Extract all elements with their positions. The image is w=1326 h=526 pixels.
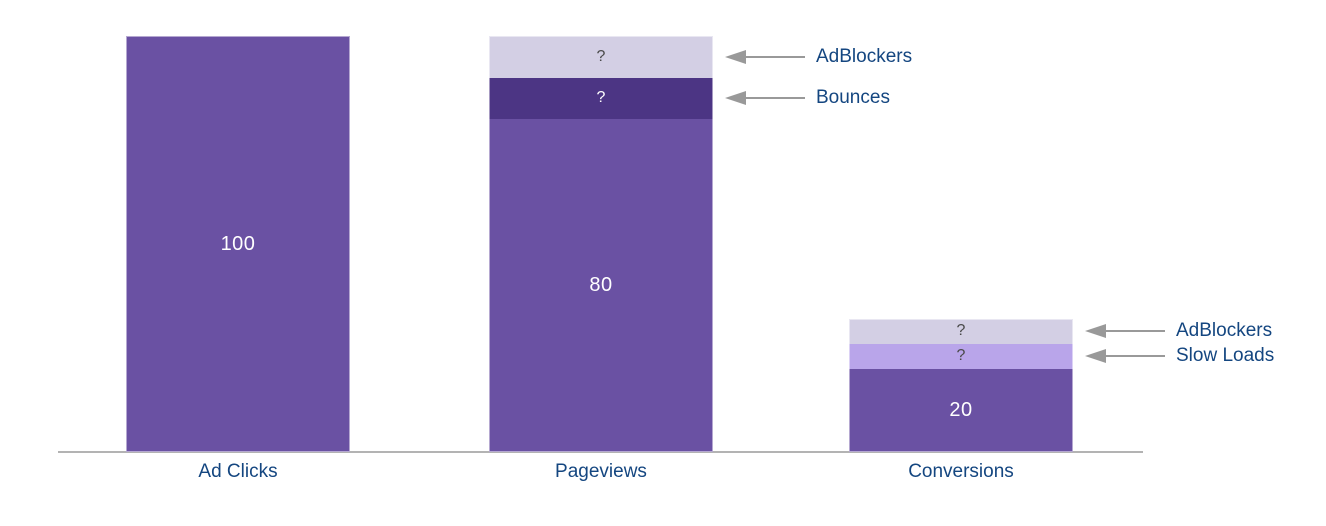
arrow-shaft [1106,355,1165,358]
category-label-conversions: Conversions [908,461,1014,482]
segment-pageviews-adblockers: ? [489,36,713,78]
annotation-bounces: Bounces [725,86,890,110]
arrow-shaft [746,55,805,58]
left-arrow-icon [1085,324,1106,339]
annotation-slow-loads: Slow Loads [1085,344,1274,368]
annotation-label: Slow Loads [1176,345,1275,367]
segment-value-label: 100 [220,232,256,255]
annotation-adblockers: AdBlockers [1085,319,1272,343]
segment-unknown-label: ? [956,322,966,340]
segment-unknown-label: ? [596,47,606,65]
left-arrow-icon [1085,349,1106,364]
left-arrow-icon [725,49,746,64]
category-label-ad-clicks: Ad Clicks [198,461,278,482]
bar-pageviews: ?? 80 [489,36,713,452]
segment-conversions-adblockers: ? [849,318,1073,344]
annotation-label: AdBlockers [1176,320,1273,342]
x-axis-line [58,451,1143,453]
annotation-label: AdBlockers [816,45,913,67]
segment-ad-clicks-ad-clicks: 100 [126,36,350,452]
segment-pageviews-pageviews: 80 [489,119,713,452]
arrow-shaft [746,97,805,100]
arrow-shaft [1106,330,1165,333]
category-label-pageviews: Pageviews [555,461,647,482]
bar-ad-clicks: 100 [126,36,350,452]
segment-unknown-label: ? [596,89,606,107]
annotation-adblockers: AdBlockers [725,45,912,69]
segment-pageviews-bounces: ? [489,77,713,120]
segment-conversions-slow-loads: ? [849,343,1073,369]
annotation-label: Bounces [816,87,890,109]
segment-conversions-conversions: 20 [849,368,1073,452]
left-arrow-icon [725,91,746,106]
segment-unknown-label: ? [956,347,966,365]
bar-conversions: ?? 20 [849,318,1073,452]
segment-value-label: 80 [589,274,613,297]
segment-value-label: 20 [949,398,973,421]
